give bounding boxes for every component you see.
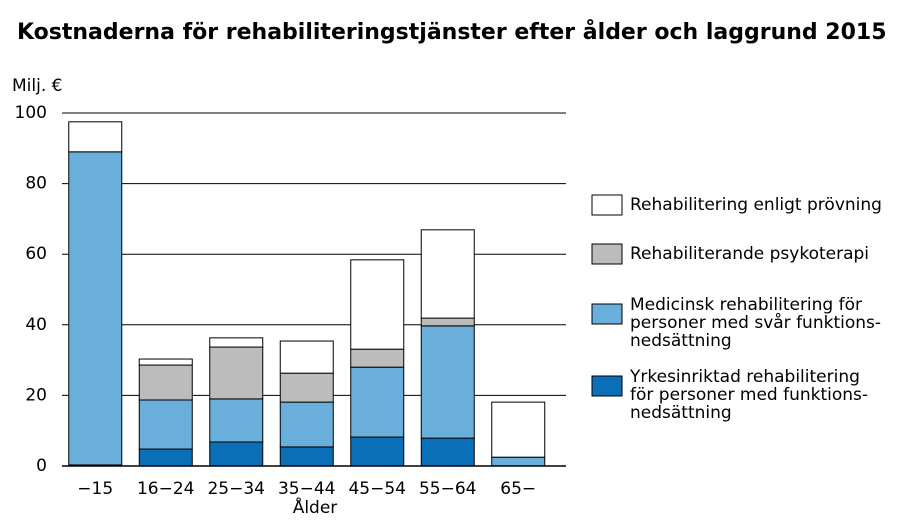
bar-segment [209, 441, 264, 467]
x-tick-label: 65− [500, 479, 536, 499]
bar-segment [138, 399, 193, 450]
y-tick-label: 40 [25, 315, 47, 335]
x-tick-label: 25−34 [207, 479, 265, 499]
bar-segment [420, 229, 475, 319]
bar-segment [279, 446, 334, 467]
bar-segment [138, 364, 193, 401]
y-axis-label: Milj. € [12, 76, 62, 96]
y-tick-label: 0 [36, 456, 47, 476]
x-tick-label: 55−64 [419, 479, 477, 499]
bar-segment [68, 151, 123, 466]
legend-swatch [591, 243, 623, 265]
bar-segment [209, 346, 264, 400]
x-tick-label: 16−24 [137, 479, 195, 499]
bar-segment [350, 366, 405, 438]
x-axis-label: Ålder [293, 496, 338, 518]
bar-segment [138, 358, 193, 366]
legend-label: Rehabiliterande psykoterapi [630, 244, 869, 264]
bar-segment [279, 401, 334, 448]
bar-segment [491, 401, 546, 458]
x-tick-label: 35−44 [278, 479, 336, 499]
chart-title: Kostnaderna för rehabiliteringstjänster … [17, 19, 887, 45]
bar-segment [350, 436, 405, 467]
legend-label: Rehabilitering enligt prövning [630, 195, 882, 215]
bar-segment [420, 437, 475, 467]
bar-segment [209, 398, 264, 443]
bar-segment [68, 121, 123, 153]
legend-swatch [591, 375, 623, 397]
legend-label: Yrkesinriktad rehabilitering för personer… [629, 367, 868, 423]
y-tick-label: 100 [15, 103, 47, 123]
y-tick-label: 80 [25, 174, 47, 194]
bar-segment [279, 372, 334, 403]
x-tick-label: 45−54 [348, 479, 406, 499]
legend-swatch [591, 303, 623, 325]
bar-segment [420, 325, 475, 439]
legend-label: Medicinsk rehabilitering för personer med… [630, 295, 881, 351]
bar-segment [350, 348, 405, 368]
y-tick-label: 20 [25, 385, 47, 405]
bar-segment [420, 317, 475, 327]
bar-segment [138, 448, 193, 467]
bar-segment [350, 259, 405, 350]
bar-segment [491, 456, 546, 467]
legend-swatch [591, 194, 623, 216]
x-tick-label: −15 [77, 479, 113, 499]
bar-segment [279, 340, 334, 374]
bar-segment [209, 337, 264, 348]
y-tick-label: 60 [25, 244, 47, 264]
